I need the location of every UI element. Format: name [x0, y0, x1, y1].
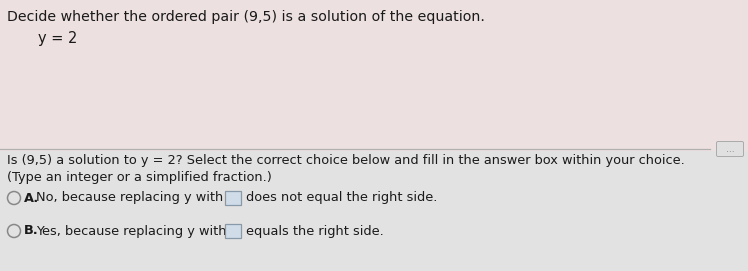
FancyBboxPatch shape [225, 191, 241, 205]
FancyBboxPatch shape [717, 141, 744, 156]
Text: Yes, because replacing y with: Yes, because replacing y with [36, 224, 227, 237]
FancyBboxPatch shape [225, 224, 241, 238]
Text: ...: ... [726, 144, 735, 153]
Text: No, because replacing y with: No, because replacing y with [36, 192, 223, 205]
Text: B.: B. [24, 224, 39, 237]
Text: equals the right side.: equals the right side. [246, 224, 384, 237]
Text: Is (9,5) a solution to y = 2? Select the correct choice below and fill in the an: Is (9,5) a solution to y = 2? Select the… [7, 154, 684, 167]
Text: (Type an integer or a simplified fraction.): (Type an integer or a simplified fractio… [7, 171, 272, 184]
Text: A.: A. [24, 192, 39, 205]
Text: Decide whether the ordered pair (9,5) is a solution of the equation.: Decide whether the ordered pair (9,5) is… [7, 10, 485, 24]
FancyBboxPatch shape [0, 0, 748, 151]
Text: y = 2: y = 2 [38, 31, 77, 46]
Text: does not equal the right side.: does not equal the right side. [246, 192, 438, 205]
FancyBboxPatch shape [0, 151, 748, 271]
